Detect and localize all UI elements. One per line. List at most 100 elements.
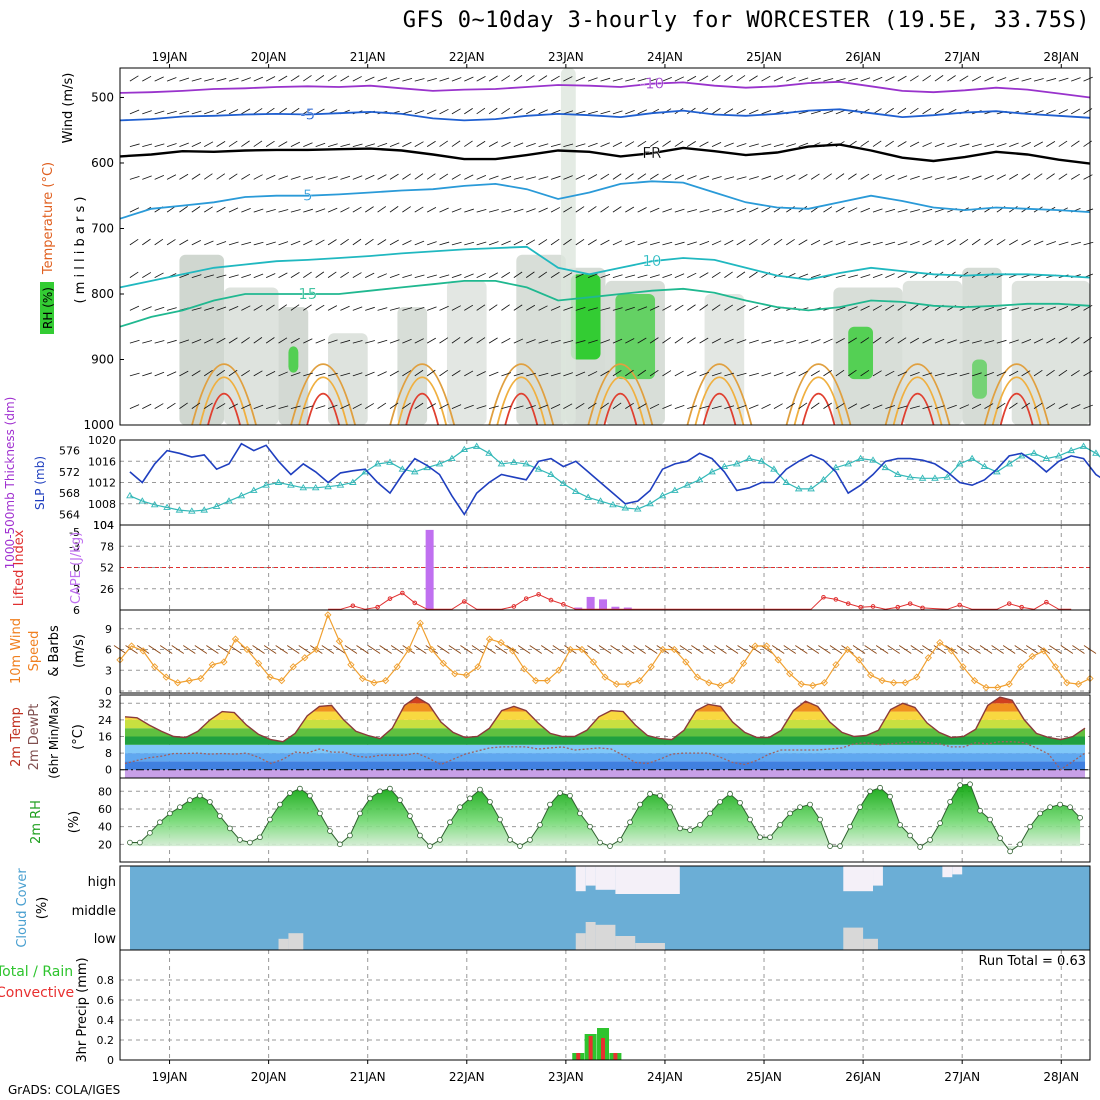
- wind-barb: [885, 304, 895, 311]
- wind-barb: [142, 75, 152, 82]
- wind-barb: [637, 207, 647, 213]
- wind-barb: [588, 110, 598, 115]
- wind-barb: [872, 174, 882, 180]
- axis-label-thickness: 1000-500mb Thickness (dm): [3, 397, 17, 570]
- wind-barb: [748, 75, 758, 82]
- wind-barb: [971, 175, 982, 180]
- wind10m-marker: [612, 680, 621, 688]
- wind-barb-10m: [541, 645, 554, 654]
- wind-barb: [1046, 403, 1056, 409]
- wind-barb: [910, 175, 920, 180]
- y-tick-label: -3: [69, 540, 80, 553]
- y-tick-label: 1000: [83, 418, 114, 432]
- wind-barb: [1058, 337, 1068, 344]
- wind-barb: [625, 173, 634, 180]
- y-tick-label: 564: [59, 508, 80, 521]
- wind-barb: [290, 372, 301, 377]
- wind-barb-10m: [494, 645, 508, 654]
- wind-barb: [216, 306, 227, 311]
- temp-contour: [119, 279, 1091, 328]
- wind10m-marker: [1074, 680, 1083, 688]
- wind-barb: [513, 75, 523, 82]
- thickness-marker: [683, 481, 692, 488]
- wind-barb: [166, 371, 177, 377]
- wind-barb: [897, 175, 908, 180]
- rh2m-marker: [1017, 841, 1023, 848]
- rh2m-marker: [127, 839, 133, 846]
- wind-barb: [129, 75, 139, 82]
- rh2m-marker: [287, 790, 293, 796]
- wind-barb: [860, 403, 870, 409]
- li-marker: [1006, 601, 1012, 606]
- thickness-marker: [497, 460, 506, 467]
- wind-barb: [550, 372, 561, 377]
- wind-barb: [179, 239, 189, 246]
- wind-barb: [204, 338, 214, 344]
- wind10m-marker: [993, 683, 1002, 692]
- rh2m-marker: [157, 819, 163, 826]
- thickness-marker: [770, 465, 778, 472]
- wind-barb: [674, 404, 685, 410]
- y-tick-label: 0.6: [97, 994, 115, 1007]
- wind-barb: [142, 143, 153, 147]
- thickness-marker: [435, 460, 444, 467]
- wind-barb: [327, 143, 338, 147]
- wind-barb: [748, 239, 758, 246]
- wind-barb: [439, 369, 449, 377]
- rh2m-marker: [907, 832, 913, 839]
- thickness-marker: [1017, 452, 1026, 459]
- wind-barb: [687, 304, 696, 311]
- wind-barb: [501, 75, 510, 82]
- wind-barb: [575, 371, 586, 377]
- thickness-marker: [856, 454, 865, 462]
- wind-barb: [625, 369, 634, 377]
- wind10m-marker: [543, 676, 551, 685]
- rh2m-marker: [277, 801, 283, 808]
- wind-barb: [736, 372, 747, 377]
- thickness-marker: [918, 474, 927, 481]
- thickness-marker: [324, 482, 332, 490]
- li-marker: [462, 599, 467, 604]
- rh2m-marker: [397, 797, 403, 803]
- wind-barb: [389, 339, 400, 344]
- wind-barb: [451, 77, 462, 82]
- wind-barb: [575, 76, 586, 82]
- wind10m-marker: [231, 635, 240, 643]
- wind-barb: [464, 404, 474, 409]
- wind-barb: [327, 372, 338, 377]
- wind-barb: [736, 208, 747, 213]
- temp-contour: [119, 80, 1091, 99]
- wind-barb: [823, 240, 833, 246]
- wind10m-marker: [1017, 663, 1025, 671]
- wind-barb: [600, 339, 611, 344]
- wind-barb: [910, 209, 920, 213]
- wind-barb: [612, 78, 623, 82]
- wind-barb: [699, 175, 710, 180]
- wind10m-marker: [693, 673, 702, 681]
- wind-barb: [724, 108, 734, 115]
- wind-barb: [798, 174, 808, 180]
- wind-barb: [1070, 370, 1080, 377]
- rh2m-marker: [227, 825, 233, 832]
- wind-barb: [1009, 77, 1019, 82]
- rh-shading: [570, 274, 601, 360]
- wind-barb: [426, 337, 436, 344]
- wind-barb: [1083, 174, 1093, 180]
- wind-barb: [897, 304, 907, 311]
- temp-contour-warm: [587, 363, 654, 426]
- wind-barb: [340, 75, 350, 82]
- wind10m-marker: [647, 663, 655, 671]
- wind-barb: [278, 209, 289, 213]
- wind-barb: [625, 338, 635, 344]
- thickness-marker: [695, 475, 704, 483]
- wind-barb: [439, 274, 450, 278]
- wind-barb: [1021, 370, 1031, 377]
- wind-barb: [711, 142, 722, 147]
- wind-barb: [290, 75, 300, 82]
- wind-barb: [327, 404, 338, 409]
- wind-barb-10m: [437, 645, 450, 654]
- wind-barb: [513, 108, 523, 115]
- li-marker: [548, 597, 554, 603]
- thickness-marker: [522, 460, 531, 467]
- wind-barb: [439, 108, 449, 115]
